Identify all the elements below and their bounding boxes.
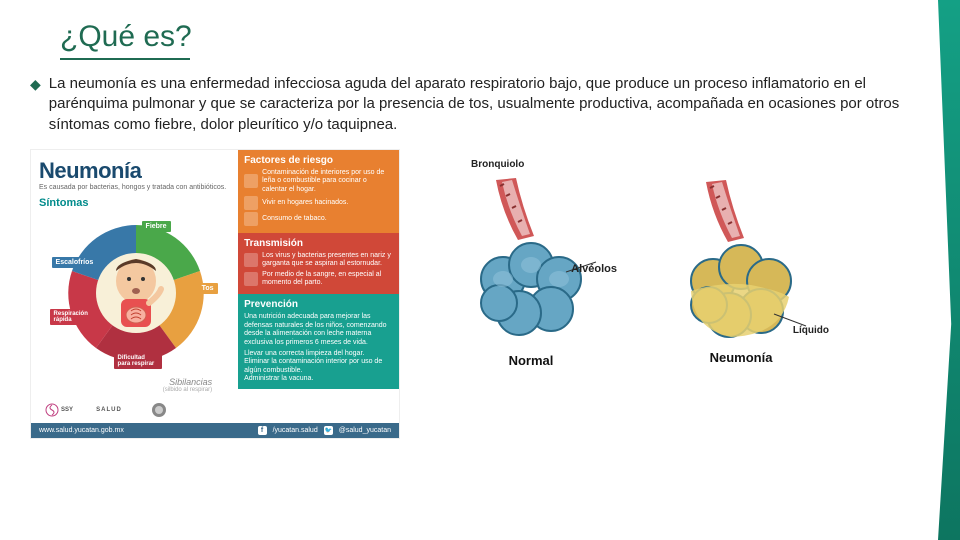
sibilancias-label: Sibilancias bbox=[39, 377, 212, 387]
title-underline bbox=[60, 58, 190, 60]
symptom-dificultad: Dificultad para respirar bbox=[114, 353, 162, 369]
sintomas-label: Síntomas bbox=[39, 197, 232, 209]
infographic-subtitle: Es causada por bacterias, hongos y trata… bbox=[39, 184, 232, 191]
footer-url: www.salud.yucatan.gob.mx bbox=[39, 427, 124, 434]
symptom-tos: Tos bbox=[198, 283, 218, 294]
section-prevencion: Prevención Una nutrición adecuada para m… bbox=[238, 294, 399, 388]
prevencion-item-1: Llevar una correcta limpieza del hogar. bbox=[244, 350, 393, 358]
symptoms-wheel: Fiebre Tos Dificultad para respirar Resp… bbox=[56, 213, 216, 373]
fire-icon bbox=[244, 174, 258, 188]
logo-salud: SALUD bbox=[89, 401, 129, 419]
transmision-item-0: Los virus y bacterias presentes en nariz… bbox=[262, 252, 393, 269]
logo-ssy: SSY bbox=[39, 401, 79, 419]
infographic-neumonia: Neumonía Es causada por bacterias, hongo… bbox=[30, 149, 400, 439]
logos-row: SSY SALUD bbox=[31, 397, 399, 423]
alveolus-normal: Bronquiolo bbox=[441, 159, 621, 368]
alveolus-neumonia: Líquido Neumonía bbox=[651, 159, 831, 368]
house-icon bbox=[244, 196, 258, 210]
normal-label: Normal bbox=[441, 353, 621, 368]
alveolus-normal-svg bbox=[446, 172, 616, 352]
blood-icon bbox=[244, 272, 258, 286]
transmision-item-1: Por medio de la sangre, en especial al m… bbox=[262, 271, 393, 288]
cigarette-icon bbox=[244, 212, 258, 226]
infographic-title: Neumonía bbox=[39, 158, 232, 184]
bullet-icon: ◆ bbox=[30, 76, 41, 93]
symptom-respiracion: Respiración rápida bbox=[50, 309, 94, 325]
bronquiolo-label-1: Bronquiolo bbox=[471, 159, 621, 170]
prevencion-item-3: Administrar la vacuna. bbox=[244, 375, 393, 383]
child-illustration bbox=[101, 253, 171, 333]
images-row: Neumonía Es causada por bacterias, hongo… bbox=[30, 149, 900, 439]
alveolus-diagram: Bronquiolo bbox=[426, 149, 846, 378]
transmision-title: Transmisión bbox=[244, 238, 393, 250]
symptom-fiebre: Fiebre bbox=[142, 221, 171, 232]
factores-item-1: Vivir en hogares hacinados. bbox=[262, 199, 348, 207]
slide-title: ¿Qué es? bbox=[60, 20, 900, 54]
symptom-escalofrios: Escalofríos bbox=[52, 257, 98, 268]
body-paragraph: ◆ La neumonía es una enfermedad infeccio… bbox=[30, 74, 900, 135]
prevencion-item-0: Una nutrición adecuada para mejorar las … bbox=[244, 313, 393, 347]
sibilancias-sub: (silbido al respirar) bbox=[39, 387, 212, 393]
footer-fb: /yucatan.salud bbox=[273, 427, 318, 434]
section-factores: Factores de riesgo Contaminación de inte… bbox=[238, 150, 399, 233]
twitter-icon: 🐦 bbox=[324, 426, 333, 435]
sneeze-icon bbox=[244, 253, 258, 267]
section-transmision: Transmisión Los virus y bacterias presen… bbox=[238, 233, 399, 295]
factores-item-0: Contaminación de interiores por uso de l… bbox=[262, 169, 393, 194]
facebook-icon: f bbox=[258, 426, 267, 435]
prevencion-title: Prevención bbox=[244, 299, 393, 311]
footer-tw: @salud_yucatan bbox=[339, 427, 391, 434]
infographic-footer: www.salud.yucatan.gob.mx f /yucatan.salu… bbox=[31, 423, 399, 438]
body-text: La neumonía es una enfermedad infecciosa… bbox=[49, 74, 900, 135]
factores-title: Factores de riesgo bbox=[244, 155, 393, 167]
slide-content: ¿Qué es? ◆ La neumonía es una enfermedad… bbox=[0, 0, 960, 449]
prevencion-item-2: Eliminar la contaminación interior por u… bbox=[244, 358, 393, 375]
logo-gob bbox=[139, 401, 179, 419]
factores-item-2: Consumo de tabaco. bbox=[262, 215, 327, 223]
